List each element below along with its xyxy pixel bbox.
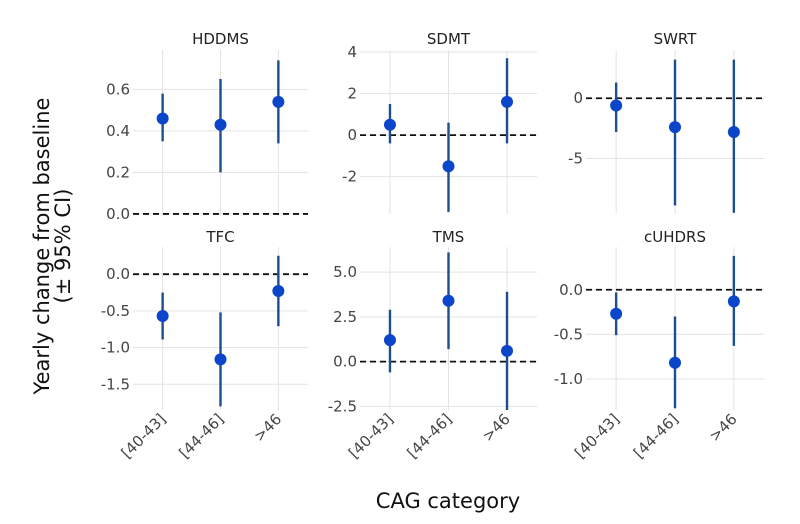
x-axis-label: CAG category xyxy=(376,489,520,513)
y-tick-label: 4 xyxy=(347,43,357,61)
y-tick-label: -0.5 xyxy=(554,325,583,343)
x-tick-label: >46 xyxy=(250,410,285,445)
y-tick-label: -2 xyxy=(342,168,357,186)
panel-title: TFC xyxy=(205,228,234,246)
data-point xyxy=(272,285,285,298)
x-tick-label: [40-43] xyxy=(118,410,170,462)
data-point xyxy=(383,118,396,131)
x-tick-label: [44-46] xyxy=(630,410,682,462)
panel-title: SWRT xyxy=(654,30,698,48)
y-tick-label: -5 xyxy=(568,150,583,168)
y-tick-label: 2 xyxy=(347,85,357,103)
data-point xyxy=(272,95,285,108)
y-tick-label: 0 xyxy=(573,89,583,107)
panel-tms: TMS -2.5 0.0 2.5 5.0 [40-43] [44-46] >46 xyxy=(328,228,537,462)
x-tick-label: [44-46] xyxy=(403,410,455,462)
y-tick-label: 0.2 xyxy=(106,163,130,181)
data-point xyxy=(669,356,681,369)
y-tick-label: -2.5 xyxy=(328,397,357,415)
data-point xyxy=(669,121,681,134)
data-point xyxy=(383,334,396,347)
data-point xyxy=(214,118,227,131)
panel-title: cUHDRS xyxy=(644,228,706,246)
y-tick-label: 2.5 xyxy=(333,308,357,326)
x-tick-label: [40-43] xyxy=(345,410,397,462)
panel-hddms: HDDMS 0.0 0.2 0.4 0.6 xyxy=(106,30,308,223)
panels-group: HDDMS 0.0 0.2 0.4 0.6 SDMT -2 0 2 4 SWRT -5 0 TFC -1.5… xyxy=(101,30,764,462)
y-tick-label: 0.0 xyxy=(333,353,357,371)
panel-swrt: SWRT -5 0 xyxy=(568,30,764,214)
data-point xyxy=(442,160,455,173)
data-point xyxy=(727,295,740,308)
y-tick-label: -1.0 xyxy=(554,370,583,388)
data-point xyxy=(156,310,169,323)
panel-tfc: TFC -1.5 -1.0 -0.5 0.0 [40-43] [44-46] >46 xyxy=(101,228,308,462)
y-tick-label: -1.5 xyxy=(101,375,130,393)
panel-title: TMS xyxy=(432,228,465,246)
y-tick-label: 0.0 xyxy=(106,205,130,223)
data-point xyxy=(610,99,623,112)
y-axis-label-line1: Yearly change from baseline xyxy=(30,98,54,396)
x-tick-label: >46 xyxy=(479,410,514,445)
y-tick-label: 0.0 xyxy=(559,281,583,299)
y-tick-label: -0.5 xyxy=(101,302,130,320)
x-tick-label: >46 xyxy=(706,410,741,445)
y-tick-label: 0.0 xyxy=(106,265,130,283)
data-point xyxy=(727,126,740,138)
data-point xyxy=(501,344,514,357)
data-point xyxy=(610,307,623,320)
panel-sdmt: SDMT -2 0 2 4 xyxy=(342,30,537,214)
x-tick-label: [40-43] xyxy=(571,410,623,462)
data-point xyxy=(501,95,514,108)
data-point xyxy=(442,294,455,307)
y-tick-label: 0 xyxy=(347,126,357,144)
data-point xyxy=(156,112,169,125)
y-tick-label: -1.0 xyxy=(101,339,130,357)
x-tick-label: [44-46] xyxy=(175,410,227,462)
y-tick-label: 0.4 xyxy=(106,122,130,140)
panel-title: SDMT xyxy=(427,30,471,48)
panel-cuhdrs: cUHDRS -1.0 -0.5 0.0 [40-43] [44-46] >46 xyxy=(554,228,764,462)
y-tick-label: 0.6 xyxy=(106,80,130,98)
data-point xyxy=(214,353,227,366)
y-axis-label-line2: (± 95% CI) xyxy=(51,189,75,304)
y-tick-label: 5.0 xyxy=(333,263,357,281)
panel-title: HDDMS xyxy=(192,30,249,48)
